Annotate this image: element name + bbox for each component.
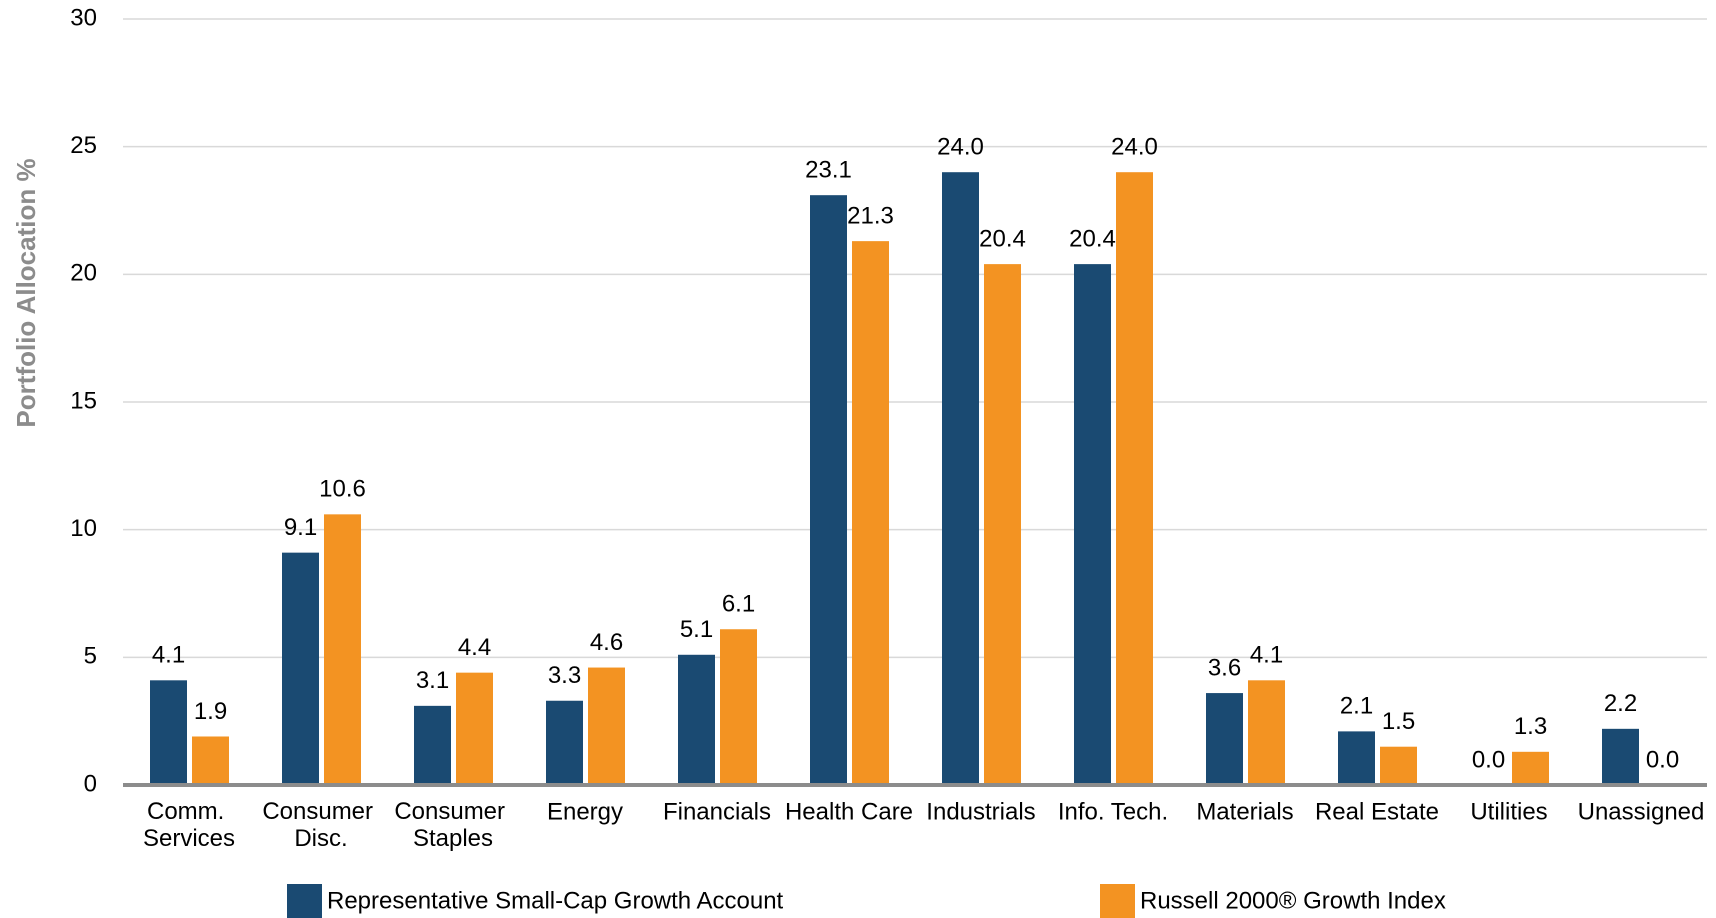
value-label: 2.2 [1604, 690, 1637, 717]
value-label: 0.0 [1646, 746, 1679, 773]
x-tick-label: Comm. Services [143, 798, 235, 852]
y-axis-label: Portfolio Allocation % [11, 158, 41, 427]
bar [1380, 746, 1417, 785]
bar [1074, 264, 1111, 785]
x-tick-label: Utilities [1470, 798, 1547, 825]
bar [678, 654, 715, 785]
x-tick-label: Info. Tech. [1058, 798, 1168, 825]
bar [588, 667, 625, 785]
y-tick-label: 15 [70, 387, 97, 414]
value-label: 3.6 [1208, 654, 1241, 681]
bar [1512, 751, 1549, 785]
bar [456, 672, 493, 785]
bar [192, 736, 229, 785]
value-label: 4.4 [458, 634, 491, 661]
y-tick-label: 0 [84, 770, 97, 797]
bar [1248, 680, 1285, 785]
x-tick-label: Unassigned [1578, 798, 1705, 825]
x-tick-label: Health Care [785, 798, 913, 825]
legend-swatch [1100, 884, 1135, 918]
bar [282, 552, 319, 785]
value-label: 4.1 [1250, 642, 1283, 669]
value-label: 20.4 [979, 225, 1026, 252]
value-label: 1.5 [1382, 708, 1415, 735]
bar [810, 195, 847, 785]
value-label: 24.0 [1111, 134, 1158, 161]
bar [150, 680, 187, 785]
bar [324, 514, 361, 785]
bar [546, 700, 583, 785]
bar [414, 705, 451, 785]
x-tick-label: Consumer Disc. [262, 798, 379, 852]
y-tick-label: 25 [70, 132, 97, 159]
bar [720, 629, 757, 785]
value-label: 20.4 [1069, 225, 1116, 252]
bar [1116, 172, 1153, 785]
y-tick-label: 20 [70, 260, 97, 287]
x-tick-label: Financials [663, 798, 771, 825]
x-tick-label: Real Estate [1315, 798, 1439, 825]
value-label: 2.1 [1340, 693, 1373, 720]
value-label: 6.1 [722, 591, 755, 618]
value-label: 23.1 [805, 157, 852, 184]
value-label: 3.1 [416, 667, 449, 694]
value-label: 4.6 [590, 629, 623, 656]
bar [1338, 731, 1375, 785]
value-label: 10.6 [319, 476, 366, 503]
value-label: 21.3 [847, 202, 894, 229]
value-label: 5.1 [680, 616, 713, 643]
legend-label: Representative Small-Cap Growth Account [327, 887, 784, 914]
legend-label: Russell 2000® Growth Index [1140, 887, 1446, 914]
bar [942, 172, 979, 785]
y-tick-label: 10 [70, 515, 97, 542]
x-tick-label: Materials [1196, 798, 1293, 825]
y-tick-label: 5 [84, 643, 97, 670]
value-label: 4.1 [152, 642, 185, 669]
value-label: 1.3 [1514, 713, 1547, 740]
value-label: 9.1 [284, 514, 317, 541]
value-label: 24.0 [937, 134, 984, 161]
bar [852, 241, 889, 785]
value-label: 0.0 [1472, 746, 1505, 773]
bar [1602, 728, 1639, 785]
value-label: 1.9 [194, 698, 227, 725]
bar [1206, 693, 1243, 785]
value-label: 3.3 [548, 662, 581, 689]
y-tick-label: 30 [70, 4, 97, 31]
x-tick-label: Industrials [926, 798, 1035, 825]
bar [984, 264, 1021, 785]
x-tick-label: Energy [547, 798, 623, 825]
x-tick-label: Consumer Staples [394, 798, 511, 852]
legend-swatch [287, 884, 322, 918]
